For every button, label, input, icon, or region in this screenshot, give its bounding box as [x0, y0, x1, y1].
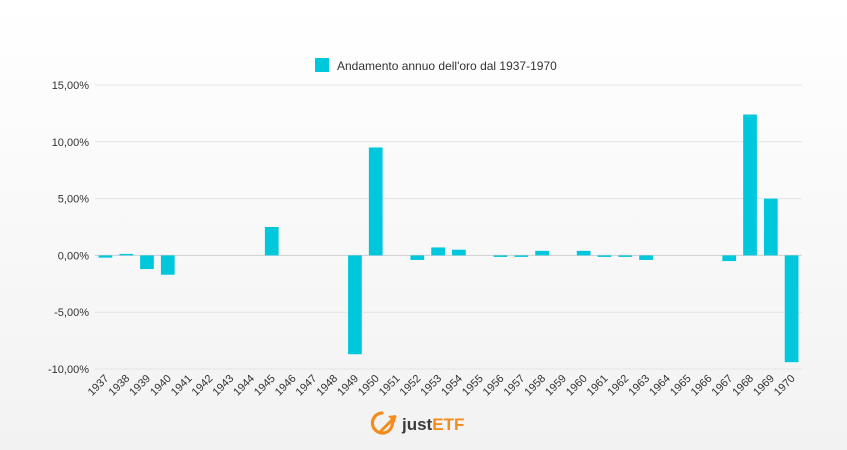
- bar-1962: [618, 255, 633, 257]
- bar-1960: [576, 250, 591, 256]
- y-tick-label: -5,00%: [54, 307, 89, 319]
- x-tick-label: 1938: [107, 373, 133, 399]
- x-tick-label: 1960: [564, 373, 590, 399]
- bar-1939: [140, 255, 154, 270]
- bar-1963: [639, 255, 653, 260]
- bar-1957: [514, 255, 529, 257]
- x-tick-label: 1939: [127, 373, 153, 399]
- y-tick-label: 10,00%: [52, 137, 90, 149]
- x-tick-label: 1940: [148, 373, 174, 399]
- bar-1969: [763, 198, 778, 256]
- x-tick-label: 1944: [231, 373, 257, 399]
- legend-swatch: [315, 58, 329, 72]
- x-tick-label: 1953: [418, 373, 444, 399]
- bar-1949: [348, 255, 362, 355]
- x-tick-label: 1954: [439, 373, 465, 399]
- bar-1954: [452, 249, 466, 256]
- bar-1953: [431, 247, 445, 256]
- x-tick-label: 1961: [585, 373, 611, 399]
- x-axis: 1937193819391940194119421943194419451946…: [86, 373, 798, 399]
- x-tick-label: 1959: [543, 373, 569, 399]
- justetf-logo: justETF: [370, 411, 464, 435]
- bars: [98, 114, 799, 363]
- y-tick-label: 0,00%: [58, 250, 89, 262]
- legend: Andamento annuo dell'oro dal 1937-1970: [315, 58, 557, 73]
- y-tick-label: 15,00%: [52, 80, 90, 92]
- bar-1940: [160, 255, 175, 275]
- x-tick-label: 1946: [273, 373, 299, 399]
- x-tick-label: 1941: [169, 373, 195, 399]
- bar-1961: [597, 255, 612, 257]
- x-tick-label: 1947: [294, 373, 320, 399]
- bar-1950: [368, 147, 383, 256]
- bar-1968: [743, 114, 757, 256]
- bar-1945: [264, 227, 279, 256]
- bar-1970: [784, 255, 799, 363]
- x-tick-label: 1962: [606, 373, 632, 399]
- logo-text-plain: just: [401, 415, 433, 434]
- x-tick-label: 1958: [522, 373, 548, 399]
- bar-1958: [535, 250, 549, 256]
- logo-text-bold: ETF: [432, 415, 464, 434]
- x-tick-label: 1969: [751, 373, 777, 399]
- x-tick-label: 1943: [210, 373, 236, 399]
- x-tick-label: 1949: [335, 373, 361, 399]
- svg-text:justETF: justETF: [401, 415, 464, 434]
- y-tick-label: 5,00%: [58, 194, 89, 206]
- x-tick-label: 1957: [502, 373, 528, 399]
- grid: [95, 84, 802, 370]
- x-tick-label: 1952: [398, 373, 424, 399]
- x-tick-label: 1937: [86, 373, 112, 399]
- x-tick-label: 1964: [647, 373, 673, 399]
- x-tick-label: 1967: [710, 373, 736, 399]
- legend-label: Andamento annuo dell'oro dal 1937-1970: [337, 59, 557, 73]
- x-tick-label: 1942: [190, 373, 216, 399]
- x-tick-label: 1966: [689, 373, 715, 399]
- x-tick-label: 1970: [772, 373, 798, 399]
- x-tick-label: 1951: [377, 373, 403, 399]
- x-tick-label: 1956: [481, 373, 507, 399]
- x-tick-label: 1945: [252, 373, 278, 399]
- bar-1952: [410, 255, 425, 260]
- y-axis: 15,00% 10,00% 5,00% 0,00% -5,00% -10,00%: [48, 80, 89, 376]
- bar-1956: [493, 255, 508, 257]
- arrow-circle-icon: [370, 411, 397, 435]
- bar-1967: [722, 255, 737, 262]
- bar-1938: [119, 253, 134, 256]
- x-tick-label: 1963: [626, 373, 652, 399]
- x-tick-label: 1965: [668, 373, 694, 399]
- x-tick-label: 1968: [730, 373, 756, 399]
- bar-1937: [98, 255, 113, 258]
- x-tick-label: 1950: [356, 373, 382, 399]
- x-tick-label: 1955: [460, 373, 486, 399]
- y-tick-label: -10,00%: [48, 364, 89, 376]
- x-tick-label: 1948: [314, 373, 340, 399]
